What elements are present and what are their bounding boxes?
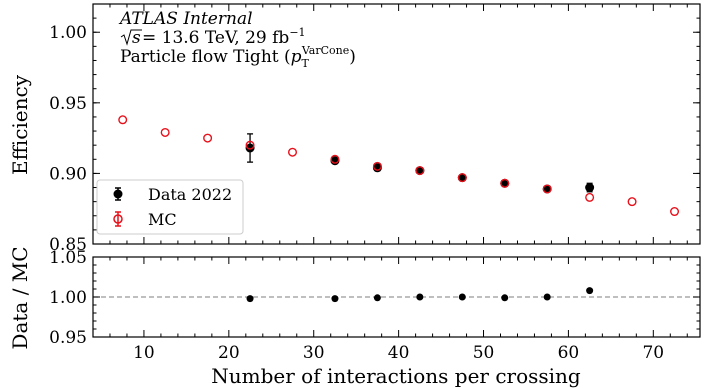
data-point <box>585 183 595 193</box>
sqrt-symbol <box>120 29 142 46</box>
top-y-axis-label: Efficiency <box>8 74 32 175</box>
ratio-point <box>586 287 594 295</box>
x-tick-label: 70 <box>642 343 664 363</box>
data-point <box>245 143 255 153</box>
mc-point <box>330 154 340 164</box>
bottom-panel: 10 20 30 40 50 60 70 0.95 1.00 1.05 <box>49 248 701 363</box>
annotation-block: ATLAS Internal s = 13.6 TeV, 29 fb−1 Par… <box>118 9 356 70</box>
ratio-point <box>373 294 381 302</box>
data-point <box>500 178 510 188</box>
energy-line: s = 13.6 TeV, 29 fb−1 <box>120 26 306 48</box>
mc-point <box>245 140 255 150</box>
mc-point <box>457 173 467 183</box>
experiment-name: ATLAS <box>118 9 178 29</box>
status-label: Internal <box>182 9 252 29</box>
x-tick-label: 20 <box>218 343 240 363</box>
y-tick-label: 1.00 <box>49 288 87 308</box>
legend: Data 2022 MC <box>96 179 244 235</box>
pt-subscript: T <box>302 57 310 70</box>
top-panel: 0.85 0.90 0.95 1.00 <box>49 3 701 255</box>
legend-mc-label: MC <box>148 210 177 229</box>
mc-point <box>542 184 552 194</box>
selection-label: Particle flow Tight (pTVarCone) <box>120 44 356 70</box>
y-tick-label: 1.05 <box>49 248 87 268</box>
ratio-point <box>458 293 466 301</box>
x-tick-label: 30 <box>303 343 325 363</box>
data-point <box>542 184 552 194</box>
y-tick-label: 0.90 <box>49 164 87 184</box>
pt-superscript: VarCone <box>301 44 349 57</box>
legend-entry-data: Data 2022 <box>113 185 232 204</box>
ratio-point <box>331 295 339 303</box>
y-tick-label: 0.85 <box>49 235 87 255</box>
energy-text: = 13.6 TeV, 29 fb−1 <box>142 26 306 48</box>
y-tick-label: 0.95 <box>49 328 87 348</box>
x-tick-label: 60 <box>558 343 580 363</box>
mc-point <box>500 178 510 188</box>
legend-frame <box>96 179 244 235</box>
mc-point <box>118 115 128 125</box>
selection-suffix: ) <box>349 47 356 67</box>
x-tick-label: 50 <box>473 343 495 363</box>
legend-entry-mc: MC <box>113 210 177 229</box>
lumi-exponent: −1 <box>289 26 305 39</box>
mc-point <box>627 197 637 207</box>
mc-point <box>203 133 213 143</box>
atlas-label: ATLAS Internal <box>118 9 253 29</box>
sqrt-s-label: s <box>132 28 141 48</box>
bottom-y-axis-label: Data / MC <box>8 246 32 349</box>
pt-symbol: p <box>291 47 302 67</box>
ratio-point <box>501 294 509 302</box>
mc-point <box>288 147 298 157</box>
data-point <box>457 173 467 183</box>
top-plot-frame <box>92 3 701 245</box>
data-point <box>415 166 425 176</box>
y-tick-label: 0.95 <box>49 94 87 114</box>
ratio-point <box>416 293 424 301</box>
mc-point <box>415 166 425 176</box>
mc-point <box>670 207 680 217</box>
legend-mc-marker <box>113 214 123 224</box>
ratio-point <box>543 293 551 301</box>
mc-point <box>160 127 170 137</box>
legend-data-label: Data 2022 <box>148 185 232 204</box>
x-axis-label: Number of interactions per crossing <box>211 364 581 388</box>
ratio-point <box>246 295 254 303</box>
x-tick-label: 40 <box>388 343 410 363</box>
x-tick-label: 10 <box>133 343 155 363</box>
mc-point <box>585 192 595 202</box>
mc-point <box>372 161 382 171</box>
legend-data-marker <box>113 189 123 199</box>
y-tick-label: 1.00 <box>49 23 87 43</box>
